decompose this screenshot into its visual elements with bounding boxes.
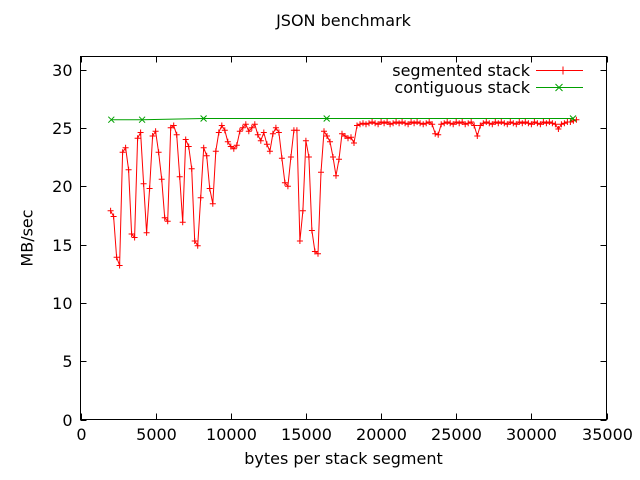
series-contiguous-stack [107,115,577,124]
legend-line-sample-segmented [536,66,583,75]
x-tick-label: 35000 [582,425,633,444]
x-tick-label: 25000 [431,425,482,444]
y-tick-label: 5 [62,352,72,371]
y-tick-label: 20 [52,177,72,196]
legend-entry-contiguous-stack: contiguous stack [394,79,583,96]
x-tick-label: 0 [76,425,86,444]
cross-markers-contiguous-stack [107,115,577,124]
series-line-segmented-stack [110,119,577,266]
legend-label-segmented-stack: segmented stack [392,61,530,80]
series-line-contiguous-stack [111,118,573,121]
plot-border [80,56,607,420]
chart-title: JSON benchmark [276,11,411,30]
x-axis: 0 5000 10000 15000 20000 25000 30000 35000 [76,56,633,444]
x-tick-label: 20000 [356,425,407,444]
legend-label-contiguous-stack: contiguous stack [394,78,530,97]
y-axis: 0 5 10 15 20 25 30 [52,61,607,430]
y-tick-label: 10 [52,294,72,313]
legend-entry-segmented-stack: segmented stack [392,62,583,79]
plus-marker-icon [559,66,567,75]
x-tick-label: 10000 [206,425,257,444]
y-tick-label: 25 [52,119,72,138]
legend-line-sample-contiguous [536,83,583,92]
series-segmented-stack [107,116,580,269]
x-tick-label: 5000 [136,425,177,444]
y-tick-label: 0 [62,411,72,430]
plus-markers-segmented-stack [107,116,580,269]
cross-marker-icon [555,83,563,92]
x-tick-label: 15000 [281,425,332,444]
x-tick-label: 30000 [506,425,557,444]
y-tick-label: 30 [52,61,72,80]
x-axis-label: bytes per stack segment [244,449,443,468]
y-tick-label: 15 [52,236,72,255]
